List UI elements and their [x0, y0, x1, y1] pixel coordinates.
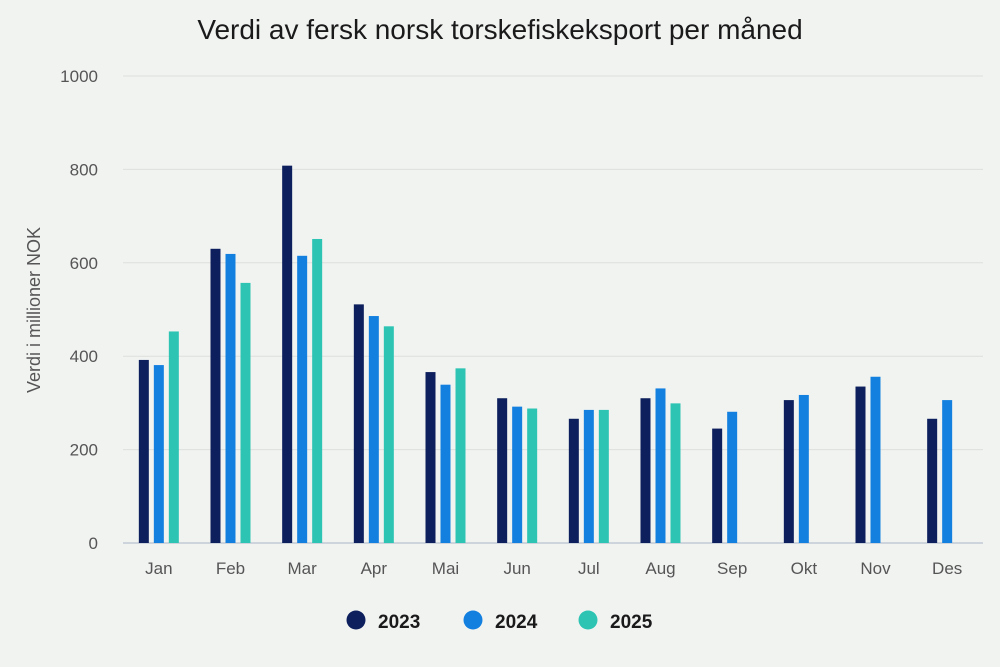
legend-item-2023[interactable]: 2023 — [346, 610, 421, 634]
y-tick-label: 200 — [70, 441, 98, 460]
bar-2024-sep[interactable] — [727, 411, 738, 543]
bar-2023-jul[interactable] — [568, 418, 579, 543]
bar-2023-sep[interactable] — [712, 428, 723, 543]
legend-label: 2023 — [378, 612, 420, 633]
bar-2025-jun[interactable] — [527, 408, 538, 543]
y-tick-label: 600 — [70, 254, 98, 273]
bar-2023-des[interactable] — [927, 418, 938, 543]
x-tick-label: Aug — [645, 559, 675, 578]
bar-2025-aug[interactable] — [670, 403, 681, 543]
chart-title: Verdi av fersk norsk torskefiskeksport p… — [197, 14, 802, 45]
legend-item-2024[interactable]: 2024 — [463, 610, 538, 634]
x-tick-label: Nov — [860, 559, 891, 578]
legend-marker — [463, 610, 483, 630]
bar-2024-okt[interactable] — [798, 394, 809, 543]
y-axis-label: Verdi i millioner NOK — [24, 227, 44, 393]
bar-2023-mar[interactable] — [282, 165, 293, 543]
bar-2023-apr[interactable] — [353, 304, 364, 543]
y-tick-label: 400 — [70, 347, 98, 366]
x-tick-label: Feb — [216, 559, 245, 578]
bar-2024-nov[interactable] — [870, 376, 881, 543]
legend-marker — [578, 610, 598, 630]
x-axis-ticks: Jan Feb Mar Apr Mai Jun Jul Aug Sep Okt Nov Des — [145, 559, 962, 578]
x-tick-label: Mai — [432, 559, 459, 578]
bar-2025-mai[interactable] — [455, 368, 466, 543]
x-tick-label: Apr — [361, 559, 388, 578]
bar-2025-apr[interactable] — [383, 326, 394, 543]
legend-marker — [346, 610, 366, 630]
legend-label: 2024 — [495, 612, 538, 633]
bar-2024-mar[interactable] — [297, 255, 308, 544]
gridlines — [123, 75, 983, 544]
legend-item-2025[interactable]: 2025 — [578, 610, 653, 634]
bar-2024-des[interactable] — [942, 400, 953, 543]
bars — [138, 165, 953, 544]
x-tick-label: Sep — [717, 559, 747, 578]
y-axis-ticks: 0 200 400 600 800 1000 — [60, 67, 98, 553]
x-tick-label: Des — [932, 559, 962, 578]
y-tick-label: 800 — [70, 160, 98, 179]
x-tick-label: Jul — [578, 559, 600, 578]
bar-2025-jan[interactable] — [168, 331, 179, 543]
x-tick-label: Okt — [791, 559, 818, 578]
bar-2023-jun[interactable] — [497, 398, 508, 543]
bar-2025-feb[interactable] — [240, 282, 251, 543]
bar-2024-jan[interactable] — [153, 365, 164, 543]
bar-2025-jul[interactable] — [598, 409, 609, 543]
bar-2023-jan[interactable] — [138, 359, 149, 543]
x-tick-label: Mar — [288, 559, 318, 578]
bar-2024-jul[interactable] — [583, 409, 594, 543]
legend[interactable]: 2023 2024 2025 — [346, 610, 653, 634]
y-tick-label: 0 — [89, 534, 98, 553]
legend-label: 2025 — [610, 612, 653, 633]
y-tick-label: 1000 — [60, 67, 98, 86]
bar-2024-jun[interactable] — [512, 406, 523, 543]
x-tick-label: Jan — [145, 559, 172, 578]
bar-2023-aug[interactable] — [640, 398, 651, 543]
bar-2023-feb[interactable] — [210, 248, 221, 544]
x-tick-label: Jun — [503, 559, 530, 578]
bar-2023-mai[interactable] — [425, 372, 436, 543]
bar-2023-okt[interactable] — [783, 400, 794, 543]
bar-2024-feb[interactable] — [225, 253, 236, 543]
bar-2023-nov[interactable] — [855, 386, 866, 543]
bar-2024-aug[interactable] — [655, 388, 666, 543]
bar-2024-apr[interactable] — [368, 316, 379, 543]
bar-2024-mai[interactable] — [440, 384, 451, 543]
bar-2025-mar[interactable] — [312, 238, 323, 543]
